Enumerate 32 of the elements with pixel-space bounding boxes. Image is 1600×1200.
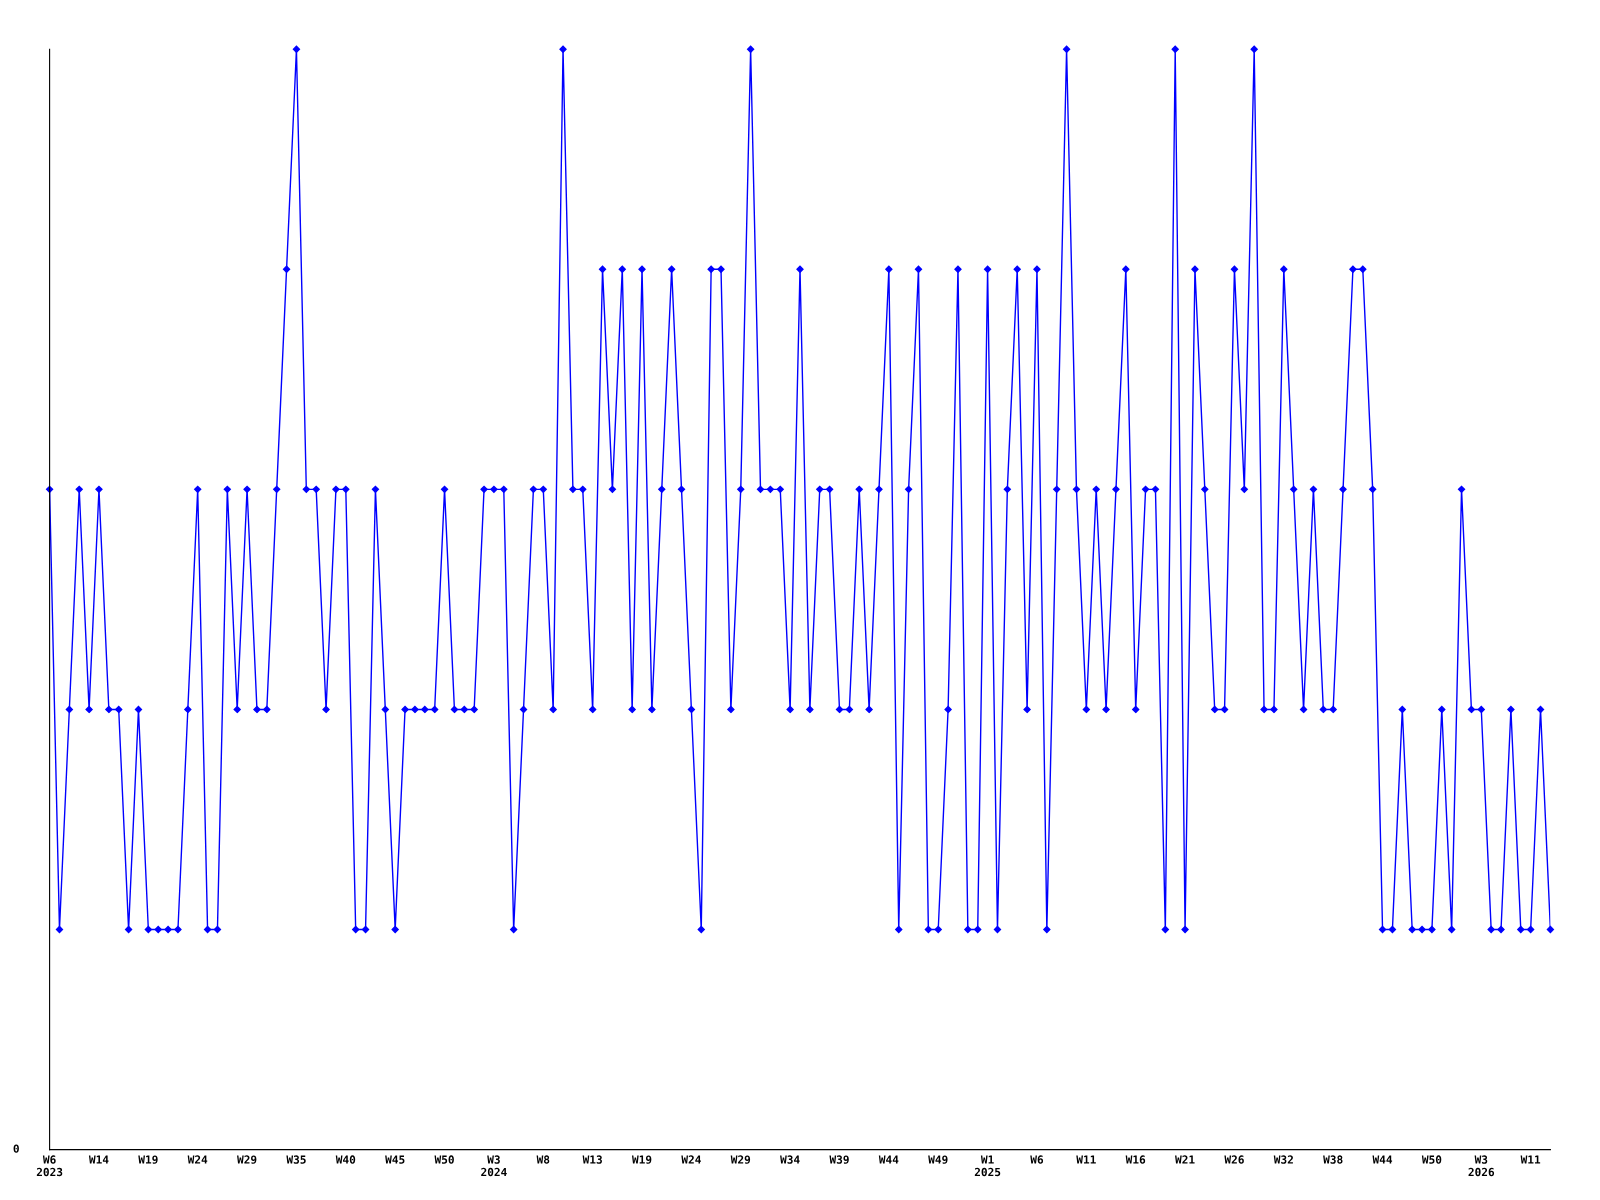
x-tick-label: W19 — [138, 1155, 158, 1164]
x-tick-label: W39 — [829, 1155, 849, 1164]
x-tick-label: W24 — [187, 1155, 208, 1164]
x-tick-label: W50 — [1421, 1155, 1442, 1164]
x-tick-label: W3 2024 — [481, 1155, 507, 1177]
x-tick-label: W24 — [681, 1155, 701, 1164]
x-tick-label: W16 — [1125, 1155, 1146, 1164]
x-tick-label: W19 — [631, 1155, 652, 1164]
x-tick-label: W49 — [928, 1155, 948, 1164]
x-tick-label: W13 — [582, 1155, 602, 1164]
x-tick-label: W29 — [730, 1155, 751, 1164]
x-tick-label: W8 — [536, 1155, 550, 1164]
x-tick-label: W29 — [237, 1155, 257, 1164]
x-tick-label: W34 — [780, 1155, 800, 1164]
x-tick-label: W38 — [1323, 1155, 1343, 1164]
x-tick-label: W50 — [434, 1155, 454, 1164]
x-tick-label: W6 — [1030, 1155, 1044, 1164]
x-tick-label: W35 — [286, 1155, 306, 1164]
x-tick-label: W3 2026 — [1468, 1155, 1495, 1177]
x-tick-label: W11 — [1076, 1155, 1096, 1164]
x-tick-label: W26 — [1224, 1155, 1244, 1164]
x-tick-label: W44 — [878, 1155, 899, 1164]
x-tick-label: W6 2023 — [36, 1155, 63, 1177]
x-tick-label: W21 — [1175, 1155, 1195, 1164]
x-tick-label: W32 — [1273, 1155, 1293, 1164]
x-tick-label: W44 — [1372, 1155, 1393, 1164]
x-tick-label: W40 — [335, 1155, 356, 1164]
text: 0 — [13, 1144, 19, 1153]
x-tick-label: W45 — [385, 1155, 405, 1164]
x-tick-label: W1 2025 — [974, 1155, 1001, 1177]
x-tick-label: W11 — [1520, 1155, 1541, 1164]
x-tick-label: W14 — [88, 1155, 109, 1164]
